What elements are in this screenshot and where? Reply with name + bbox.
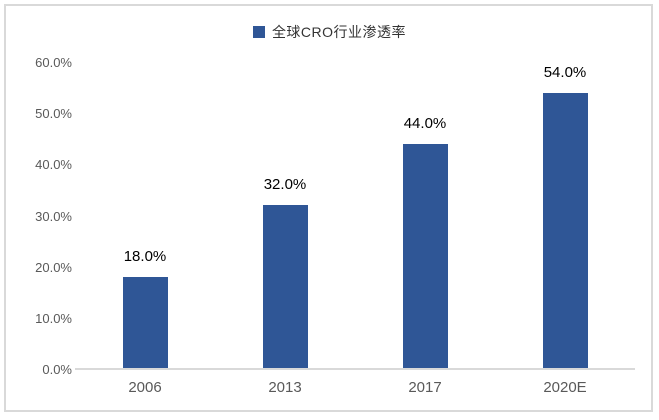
legend-square-icon	[252, 26, 265, 38]
y-axis-tick-label: 10.0%	[35, 310, 72, 326]
y-axis-tick-label: 60.0%	[35, 55, 72, 70]
bar-value-label: 32.0%	[263, 176, 307, 194]
y-axis-tick-label: 50.0%	[35, 106, 72, 122]
x-axis-category-label: 2006	[128, 379, 162, 396]
bar-2013	[262, 205, 308, 368]
legend: 全球CRO行业渗透率	[0, 22, 659, 42]
bar-value-label: 18.0%	[123, 247, 167, 265]
bar-2017	[402, 143, 448, 368]
legend-label: 全球CRO行业渗透率	[271, 24, 407, 40]
bar-value-label: 54.0%	[543, 63, 587, 81]
bar-2006	[122, 276, 168, 368]
x-axis-line	[75, 368, 635, 370]
x-axis-category-label: 2020E	[543, 379, 587, 396]
x-axis-category-label: 2017	[408, 379, 442, 396]
y-axis-tick-label: 30.0%	[35, 208, 72, 224]
y-axis-tick-label: 0.0%	[42, 362, 72, 377]
bar-value-label: 44.0%	[403, 114, 447, 132]
x-axis-category-label: 2013	[268, 379, 302, 396]
y-axis-tick-label: 20.0%	[35, 259, 72, 275]
y-axis-tick-label: 40.0%	[35, 157, 72, 173]
bar-2020E	[542, 92, 588, 368]
